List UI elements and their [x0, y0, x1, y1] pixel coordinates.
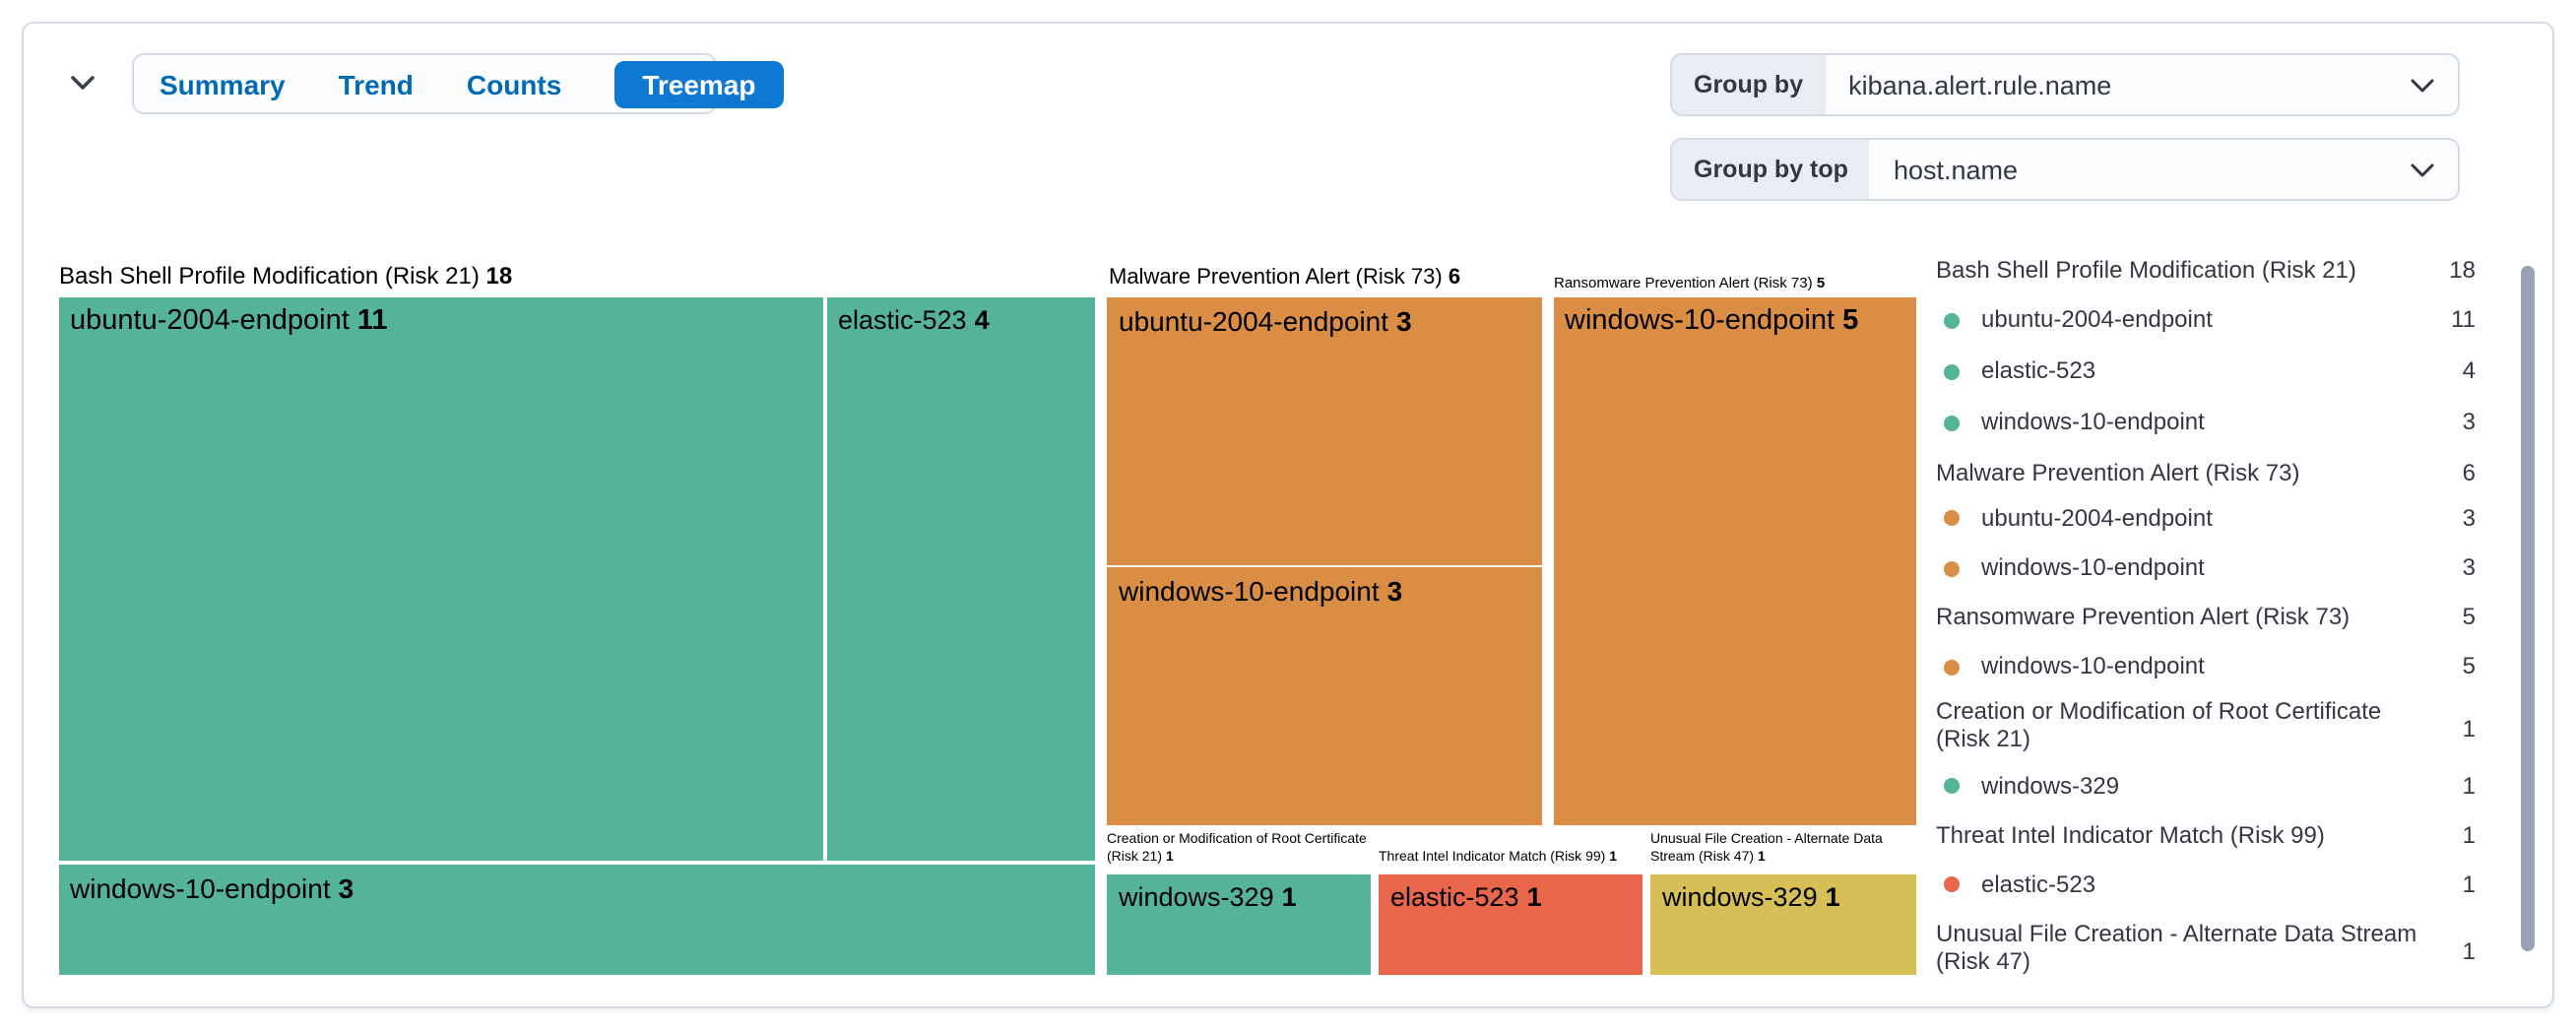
group-by-select[interactable]: kibana.alert.rule.name [1848, 70, 2112, 99]
treemap-group-title: Bash Shell Profile Modification (Risk 21… [59, 262, 513, 290]
legend-item[interactable]: windows-10-endpoint 3 [1936, 553, 2476, 582]
treemap-tile[interactable]: elastic-523 1 [1379, 874, 1642, 975]
legend-item[interactable]: windows-329 1 [1936, 771, 2476, 800]
legend-header[interactable]: Unusual File Creation - Alternate Data S… [1936, 920, 2476, 974]
legend-header[interactable]: Bash Shell Profile Modification (Risk 21… [1936, 255, 2476, 284]
tab-treemap[interactable]: Treemap [614, 60, 784, 107]
treemap-tile[interactable]: elastic-523 4 [826, 297, 1095, 861]
treemap-tile[interactable]: ubuntu-2004-endpoint 3 [1107, 297, 1541, 564]
legend-count: 4 [2462, 356, 2476, 385]
legend-dot [1944, 876, 1960, 893]
tab-trend[interactable]: Trend [338, 68, 414, 99]
group-by-field: Group by kibana.alert.rule.name [1670, 53, 2460, 116]
legend-header[interactable]: Malware Prevention Alert (Risk 73) 6 [1936, 459, 2476, 487]
treemap-group-title: Malware Prevention Alert (Risk 73) 6 [1109, 265, 1461, 289]
treemap-group-title: Creation or Modification of Root Certifi… [1107, 833, 1367, 864]
legend-header[interactable]: Ransomware Prevention Alert (Risk 73) 5 [1936, 603, 2476, 631]
legend-dot [1944, 363, 1960, 380]
chevron-down-icon [2411, 140, 2458, 199]
legend-item[interactable]: windows-10-endpoint 3 [1936, 408, 2476, 436]
legend-count: 3 [2462, 553, 2476, 582]
legend-count: 1 [2462, 870, 2476, 898]
legend-count: 3 [2462, 408, 2476, 436]
treemap-tile[interactable]: windows-329 1 [1650, 874, 1916, 975]
legend-dot [1944, 659, 1960, 676]
legend-dot [1944, 778, 1960, 795]
legend-dot [1944, 312, 1960, 329]
treemap-tile[interactable]: ubuntu-2004-endpoint 11 [58, 297, 823, 861]
chevron-down-icon [2411, 55, 2458, 114]
legend-header[interactable]: Threat Intel Indicator Match (Risk 99) 1 [1936, 821, 2476, 850]
legend-scrollbar-thumb[interactable] [2521, 266, 2535, 951]
legend-item[interactable]: elastic-523 1 [1936, 870, 2476, 898]
legend-count: 3 [2462, 503, 2476, 532]
treemap-tile[interactable]: windows-10-endpoint 3 [58, 864, 1095, 974]
legend-header[interactable]: Creation or Modification of Root Certifi… [1936, 697, 2476, 751]
group-by-label: Group by [1672, 55, 1826, 114]
treemap-tile[interactable]: windows-329 1 [1107, 874, 1371, 975]
group-by-top-label: Group by top [1672, 140, 1870, 199]
tab-summary[interactable]: Summary [160, 68, 286, 99]
legend-count: 1 [2462, 937, 2476, 965]
legend-dot [1944, 510, 1960, 527]
group-by-top-field: Group by top host.name [1670, 138, 2460, 201]
treemap-tile[interactable]: windows-10-endpoint 3 [1107, 567, 1541, 824]
legend-dot [1944, 560, 1960, 577]
treemap-group-title: Unusual File Creation - Alternate Data S… [1650, 833, 1883, 864]
legend-count: 5 [2462, 603, 2476, 631]
treemap-tile[interactable]: windows-10-endpoint 5 [1553, 297, 1916, 824]
legend-count: 6 [2462, 459, 2476, 487]
legend-count: 5 [2462, 652, 2476, 680]
legend-item[interactable]: windows-10-endpoint 5 [1936, 652, 2476, 680]
group-by-top-select[interactable]: host.name [1893, 155, 2019, 184]
view-button-group: Summary Trend Counts Treemap [132, 53, 784, 114]
legend-count: 1 [2462, 771, 2476, 800]
legend-dot [1944, 415, 1960, 431]
legend-item[interactable]: elastic-523 4 [1936, 356, 2476, 385]
treemap-group-title: Ransomware Prevention Alert (Risk 73) 5 [1554, 274, 1826, 291]
chevron-down-icon [71, 76, 95, 90]
collapse-section-button[interactable] [65, 65, 100, 100]
legend-count: 18 [2449, 255, 2476, 284]
legend-item[interactable]: ubuntu-2004-endpoint 11 [1936, 305, 2476, 334]
legend-item[interactable]: ubuntu-2004-endpoint 3 [1936, 503, 2476, 532]
treemap-group-title: Threat Intel Indicator Match (Risk 99) 1 [1379, 850, 1618, 864]
legend-count: 11 [2451, 305, 2476, 334]
legend-count: 1 [2462, 715, 2476, 742]
legend-count: 1 [2462, 821, 2476, 850]
tab-counts[interactable]: Counts [466, 68, 562, 99]
